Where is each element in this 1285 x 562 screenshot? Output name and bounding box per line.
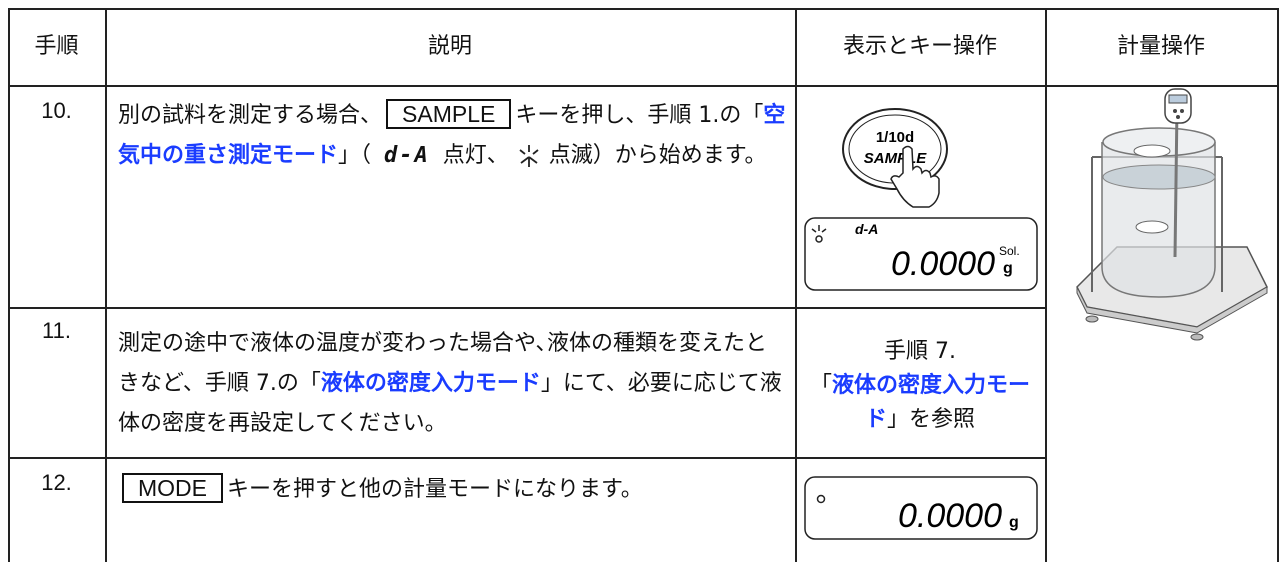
blink-icon — [811, 225, 827, 243]
description: MODE キーを押すと他の計量モードになります。 — [118, 468, 786, 510]
text: 」を参照 — [887, 407, 976, 432]
mode-link: 液体の密度入力モード — [320, 371, 541, 396]
rule — [8, 8, 1278, 10]
key-display: 1/10d SAMPLE d-A 0.0000 Sol. g — [804, 108, 1038, 291]
lcd-display: 0.0000 g — [804, 476, 1038, 540]
rule — [1045, 8, 1047, 562]
balance-illustration — [1076, 88, 1268, 341]
text: 」にて、必要に応じて液体の密度を再設定してください。 — [118, 371, 782, 436]
rule — [1277, 8, 1279, 562]
reference: 手順 7. 「液体の密度入力モード」を参照 — [800, 335, 1040, 437]
lcd-reading: 0.0000 — [898, 497, 1002, 535]
key-label: SAMPLE — [386, 99, 512, 129]
mode-link: 液体の密度入力モード — [832, 373, 1031, 432]
text: キーを押すと他の計量モードになります。 — [227, 477, 643, 502]
step-number: 12. — [41, 470, 72, 495]
hand-icon — [890, 145, 940, 208]
text: 点灯、 — [435, 143, 516, 168]
header-cell: 表示とキー操作 — [842, 34, 997, 59]
step-number: 11. — [42, 318, 71, 343]
rule — [8, 307, 1045, 309]
lcd-reading: 0.0000 — [891, 245, 995, 283]
lcd — [804, 476, 1038, 540]
rule — [8, 8, 10, 562]
text: 別の試料を測定する場合、 — [118, 103, 383, 128]
rule — [8, 85, 1278, 87]
header-cell: 説明 — [427, 34, 472, 59]
header-cell: 手順 — [34, 34, 79, 59]
lcd-unit: g — [1009, 514, 1019, 531]
blink-icon — [519, 145, 539, 167]
text: 測定の途中で液体の温度が変わった場合や､液体の種類を変えたときなど、手順 7.の… — [118, 331, 768, 396]
rule — [8, 457, 1045, 459]
lcd — [804, 217, 1038, 291]
text: キーを押し、手順 1.の「 — [515, 103, 764, 128]
lcd-unit: Sol. — [999, 244, 1020, 258]
text: 手順 7. — [884, 339, 956, 364]
button-label: SAMPLE — [864, 150, 928, 167]
rule — [105, 8, 107, 562]
lcd-unit: g — [1003, 260, 1013, 277]
rule — [795, 8, 797, 562]
stable-icon — [816, 494, 826, 504]
description: 測定の途中で液体の温度が変わった場合や､液体の種類を変えたときなど、手順 7.の… — [118, 324, 786, 444]
description: 別の試料を測定する場合、 SAMPLE キーを押し、手順 1.の「空気中の重さ測定モ… — [118, 94, 786, 176]
text: 点滅）から始めます。 — [541, 143, 767, 168]
text: 」（ — [338, 143, 379, 168]
button-label: 1/10d — [876, 129, 914, 146]
mode-link: 空気中の重さ測定モード — [118, 103, 786, 168]
segment-display: d-A — [384, 143, 430, 168]
text: 「 — [809, 373, 832, 398]
lcd-mode: d-A — [855, 221, 878, 237]
header-cell: 計量操作 — [1116, 34, 1205, 59]
step-number: 10. — [41, 98, 72, 123]
key-label: MODE — [122, 473, 223, 503]
